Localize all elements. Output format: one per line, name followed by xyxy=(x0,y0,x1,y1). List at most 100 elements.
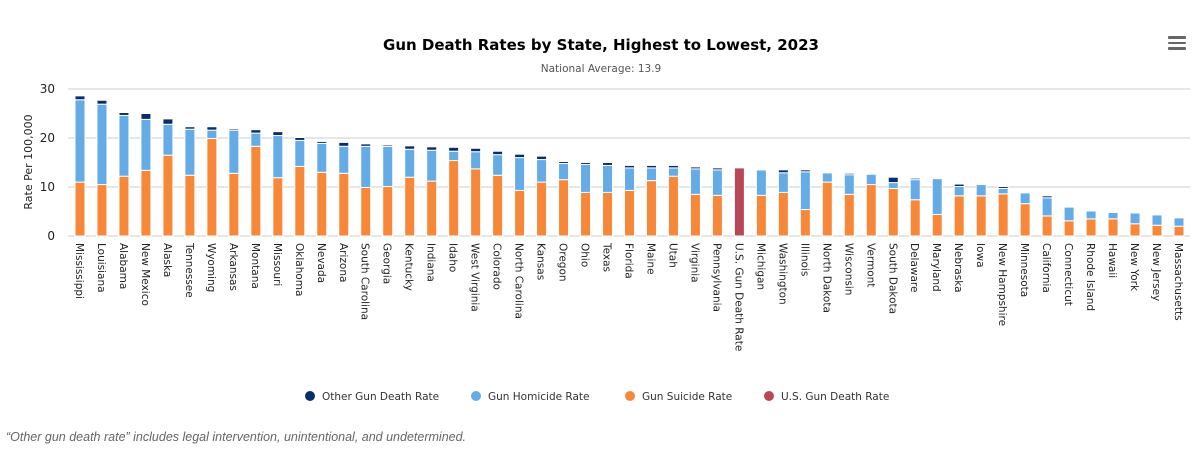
bar-gun-suicide-rate[interactable] xyxy=(118,175,130,237)
bar-gun-homicide-rate[interactable] xyxy=(96,103,108,186)
bar-gun-suicide-rate[interactable] xyxy=(1019,203,1031,237)
bar-gun-homicide-rate[interactable] xyxy=(294,139,306,167)
bar-gun-homicide-rate[interactable] xyxy=(118,114,130,177)
bar-other-gun-death-rate[interactable] xyxy=(272,131,284,137)
bar-other-gun-death-rate[interactable] xyxy=(558,161,570,164)
bar-gun-suicide-rate[interactable] xyxy=(1085,218,1097,237)
bar-gun-suicide-rate[interactable] xyxy=(492,174,504,237)
bar-gun-suicide-rate[interactable] xyxy=(184,174,196,237)
bar-gun-suicide-rate[interactable] xyxy=(887,187,899,237)
bar-gun-homicide-rate[interactable] xyxy=(184,128,196,176)
bar-other-gun-death-rate[interactable] xyxy=(953,183,965,188)
bar-other-gun-death-rate[interactable] xyxy=(140,113,152,120)
bar-gun-homicide-rate[interactable] xyxy=(887,182,899,189)
bar-gun-homicide-rate[interactable] xyxy=(909,179,921,201)
bar-other-gun-death-rate[interactable] xyxy=(338,141,350,147)
bar-other-gun-death-rate[interactable] xyxy=(162,118,174,125)
bar-gun-suicide-rate[interactable] xyxy=(514,189,526,237)
bar-other-gun-death-rate[interactable] xyxy=(184,126,196,130)
bar-gun-homicide-rate[interactable] xyxy=(140,118,152,171)
bar-gun-homicide-rate[interactable] xyxy=(470,151,482,170)
bar-other-gun-death-rate[interactable] xyxy=(404,145,416,150)
bar-gun-homicide-rate[interactable] xyxy=(602,164,614,193)
bar-gun-suicide-rate[interactable] xyxy=(470,168,482,237)
bar-other-gun-death-rate[interactable] xyxy=(755,168,767,171)
bar-gun-homicide-rate[interactable] xyxy=(558,162,570,181)
bar-other-gun-death-rate[interactable] xyxy=(250,129,262,134)
bar-gun-suicide-rate[interactable] xyxy=(953,195,965,237)
bar-gun-homicide-rate[interactable] xyxy=(975,184,987,197)
bar-gun-homicide-rate[interactable] xyxy=(426,149,438,182)
bar-gun-suicide-rate[interactable] xyxy=(360,186,372,237)
bar-gun-homicide-rate[interactable] xyxy=(338,145,350,174)
bar-gun-suicide-rate[interactable] xyxy=(689,193,701,237)
bar-gun-suicide-rate[interactable] xyxy=(821,181,833,237)
bar-gun-homicide-rate[interactable] xyxy=(404,148,416,178)
bar-gun-homicide-rate[interactable] xyxy=(953,186,965,197)
bar-gun-homicide-rate[interactable] xyxy=(624,167,635,191)
bar-other-gun-death-rate[interactable] xyxy=(316,140,328,144)
bar-other-gun-death-rate[interactable] xyxy=(228,128,240,131)
bar-gun-suicide-rate[interactable] xyxy=(250,145,262,237)
bar-other-gun-death-rate[interactable] xyxy=(514,153,526,159)
bar-gun-homicide-rate[interactable] xyxy=(1151,214,1163,226)
bar-gun-homicide-rate[interactable] xyxy=(250,132,262,147)
bar-other-gun-death-rate[interactable] xyxy=(624,164,635,169)
legend-item[interactable]: Gun Suicide Rate xyxy=(625,391,732,403)
bar-other-gun-death-rate[interactable] xyxy=(667,164,679,169)
bar-other-gun-death-rate[interactable] xyxy=(580,162,592,165)
bar-gun-suicide-rate[interactable] xyxy=(96,184,108,237)
bar-other-gun-death-rate[interactable] xyxy=(74,95,86,101)
bar-other-gun-death-rate[interactable] xyxy=(689,166,701,170)
bar-other-gun-death-rate[interactable] xyxy=(448,146,460,152)
bar-other-gun-death-rate[interactable] xyxy=(887,176,899,184)
bar-other-gun-death-rate[interactable] xyxy=(294,137,306,141)
bar-gun-homicide-rate[interactable] xyxy=(865,173,877,186)
bar-gun-homicide-rate[interactable] xyxy=(74,99,86,183)
bar-gun-suicide-rate[interactable] xyxy=(404,176,416,237)
bar-gun-suicide-rate[interactable] xyxy=(316,171,328,237)
bar-gun-suicide-rate[interactable] xyxy=(448,160,460,237)
bar-gun-suicide-rate[interactable] xyxy=(272,177,284,237)
bar-gun-homicide-rate[interactable] xyxy=(931,178,943,215)
bar-gun-homicide-rate[interactable] xyxy=(448,150,460,162)
bar-gun-homicide-rate[interactable] xyxy=(821,172,833,183)
hamburger-menu-icon[interactable] xyxy=(1168,36,1186,50)
bar-gun-suicide-rate[interactable] xyxy=(536,181,548,237)
legend-item[interactable]: Other Gun Death Rate xyxy=(305,391,439,403)
bar-gun-homicide-rate[interactable] xyxy=(1107,211,1119,220)
bar-other-gun-death-rate[interactable] xyxy=(843,172,855,176)
bar-gun-homicide-rate[interactable] xyxy=(667,167,679,177)
bar-gun-homicide-rate[interactable] xyxy=(1063,206,1075,222)
bar-gun-homicide-rate[interactable] xyxy=(997,187,1009,195)
bar-gun-suicide-rate[interactable] xyxy=(382,186,394,237)
bar-gun-suicide-rate[interactable] xyxy=(645,180,657,237)
bar-other-gun-death-rate[interactable] xyxy=(602,162,614,166)
bar-other-gun-death-rate[interactable] xyxy=(909,177,921,181)
legend-item[interactable]: Gun Homicide Rate xyxy=(471,391,589,403)
bar-gun-homicide-rate[interactable] xyxy=(1129,212,1141,225)
bar-gun-suicide-rate[interactable] xyxy=(865,184,877,237)
bar-other-gun-death-rate[interactable] xyxy=(382,144,394,147)
bar-gun-suicide-rate[interactable] xyxy=(1129,223,1141,237)
bar-gun-suicide-rate[interactable] xyxy=(711,194,723,237)
bar-gun-suicide-rate[interactable] xyxy=(602,191,614,237)
bar-gun-homicide-rate[interactable] xyxy=(272,135,284,179)
bar-gun-suicide-rate[interactable] xyxy=(228,172,240,237)
bar-other-gun-death-rate[interactable] xyxy=(492,150,504,156)
bar-gun-suicide-rate[interactable] xyxy=(162,154,174,237)
bar-gun-homicide-rate[interactable] xyxy=(711,169,723,196)
bar-gun-suicide-rate[interactable] xyxy=(799,209,811,237)
bar-gun-suicide-rate[interactable] xyxy=(206,137,218,237)
bar-gun-suicide-rate[interactable] xyxy=(909,199,921,237)
bar-other-gun-death-rate[interactable] xyxy=(426,146,438,151)
bar-gun-suicide-rate[interactable] xyxy=(777,191,789,237)
bar-gun-suicide-rate[interactable] xyxy=(755,194,767,237)
bar-gun-suicide-rate[interactable] xyxy=(931,213,943,237)
bar-other-gun-death-rate[interactable] xyxy=(997,186,1009,189)
bar-gun-homicide-rate[interactable] xyxy=(1019,192,1031,205)
bar-gun-suicide-rate[interactable] xyxy=(975,195,987,237)
bar-other-gun-death-rate[interactable] xyxy=(536,155,548,161)
bar-gun-suicide-rate[interactable] xyxy=(624,189,635,237)
bar-gun-suicide-rate[interactable] xyxy=(997,193,1009,237)
